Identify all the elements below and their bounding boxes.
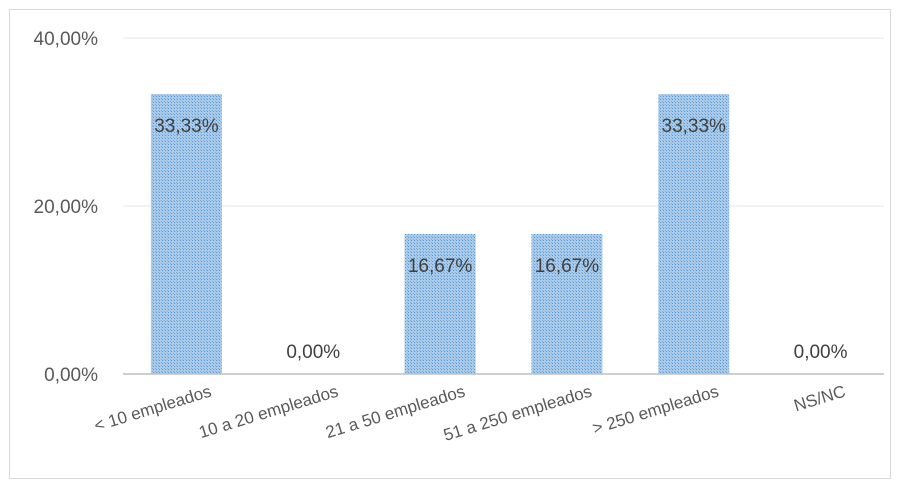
bar <box>150 94 222 374</box>
category-label: NS/NC <box>792 382 848 416</box>
gridlines <box>123 37 884 207</box>
bar <box>531 233 603 374</box>
data-label: 33,33% <box>154 116 219 137</box>
bars <box>150 94 730 374</box>
data-label: 16,67% <box>535 256 600 277</box>
data-label: 33,33% <box>662 116 727 137</box>
category-label: 10 a 20 empleados <box>197 382 341 442</box>
y-tick-label: 40,00% <box>34 29 99 50</box>
y-tick-label: 20,00% <box>34 197 99 218</box>
data-label: 0,00% <box>286 342 340 363</box>
category-label: < 10 empleados <box>92 382 214 436</box>
y-axis-ticks: 0,00% 20,00% 40,00% <box>34 29 99 386</box>
data-labels: 33,33% 0,00% 16,67% 16,67% 33,33% 0,00% <box>154 116 847 363</box>
y-tick-label: 0,00% <box>44 365 98 386</box>
bar <box>404 233 476 374</box>
data-label: 16,67% <box>408 256 473 277</box>
category-label: > 250 empleados <box>590 382 721 438</box>
data-label: 0,00% <box>794 342 848 363</box>
bar <box>658 94 730 374</box>
